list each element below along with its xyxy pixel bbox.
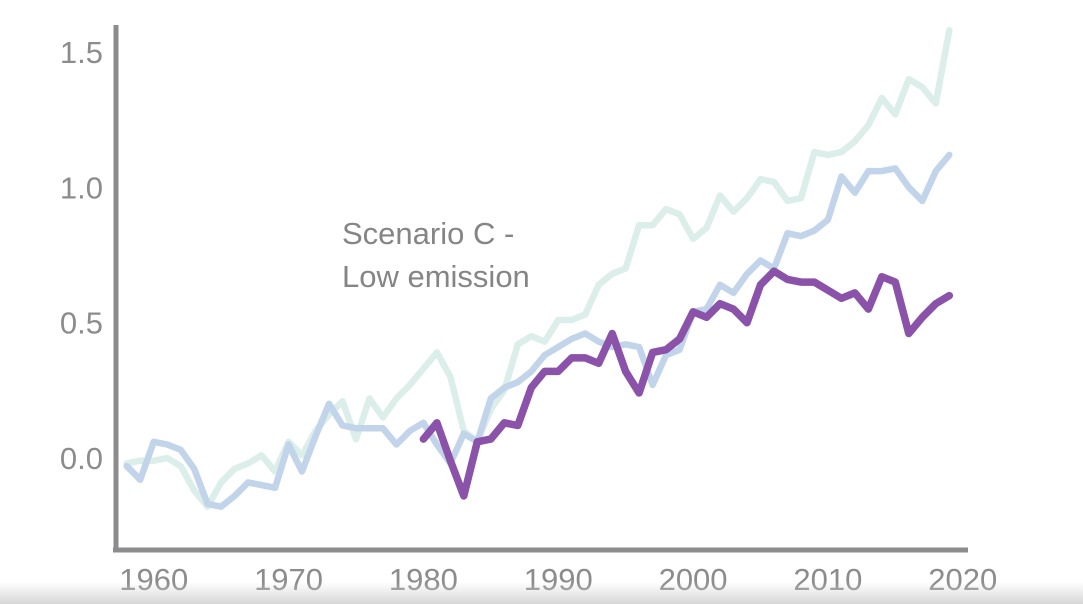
y-tick-label: 0.5 xyxy=(60,306,103,341)
y-tick-label: 0.0 xyxy=(60,441,103,476)
axis-layer xyxy=(113,25,968,553)
x-tick-label: 1960 xyxy=(119,562,188,597)
series-line-3 xyxy=(419,267,954,500)
annotation-line-2: Low emission xyxy=(342,259,530,294)
x-tick-label: 1970 xyxy=(254,562,323,597)
x-tick-label: 2020 xyxy=(928,562,997,597)
y-tick-labels: 0.0 0.5 1.0 1.5 xyxy=(60,35,103,476)
series-line-2 xyxy=(123,151,953,510)
y-tick-label: 1.0 xyxy=(60,170,103,205)
y-tick-label: 1.5 xyxy=(60,35,103,70)
x-tick-label: 1980 xyxy=(389,562,458,597)
x-tick-label: 1990 xyxy=(524,562,593,597)
x-tick-label: 2000 xyxy=(659,562,728,597)
x-tick-labels: 1960 1970 1980 1990 2000 2010 2020 xyxy=(119,562,997,597)
x-tick-label: 2010 xyxy=(793,562,862,597)
annotation-line-1: Scenario C - xyxy=(342,216,514,251)
series-layer xyxy=(123,27,954,510)
series-line-1 xyxy=(123,27,953,510)
